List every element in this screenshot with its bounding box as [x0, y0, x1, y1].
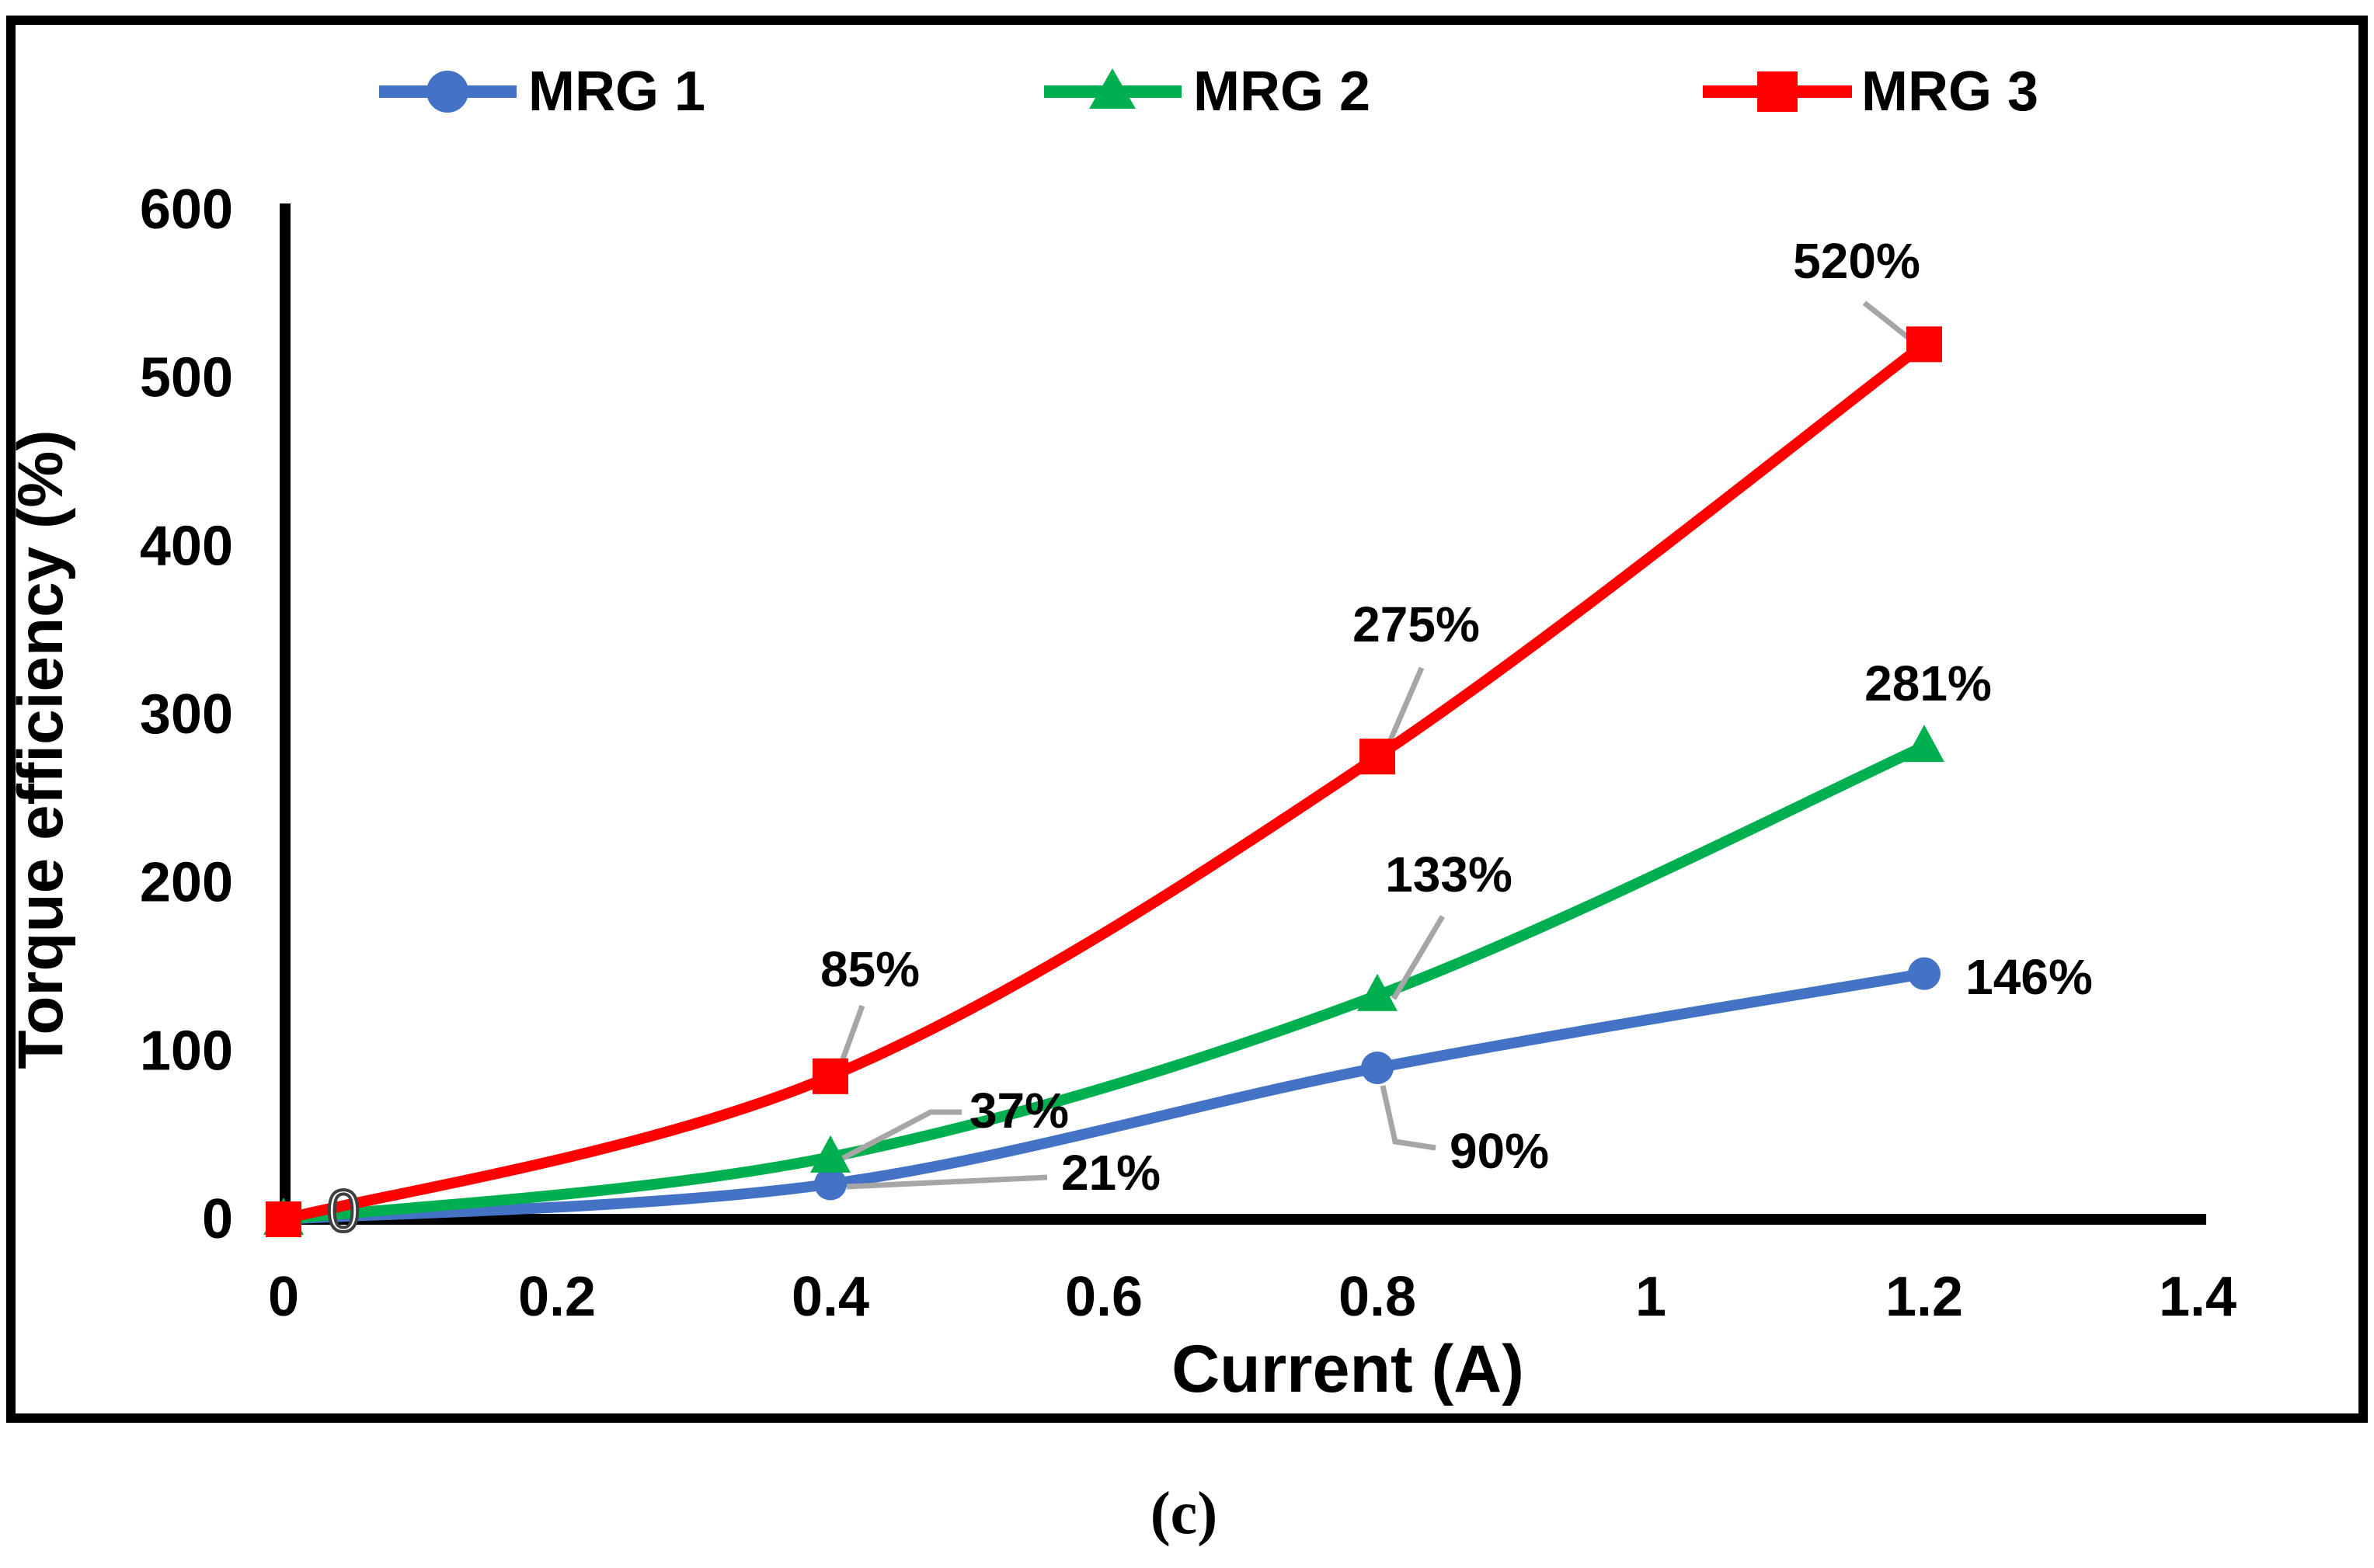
- leader-line: [1391, 915, 1446, 1000]
- data-point-marker-triangle: [1357, 973, 1398, 1011]
- legend-label-mrg1: MRG 1: [528, 61, 705, 123]
- data-point-marker-triangle: [1904, 725, 1944, 763]
- legend-triangle-marker-icon: [1089, 68, 1136, 109]
- series-curve-mrg2: [278, 741, 1930, 1225]
- y-tick-label: 0: [202, 1188, 233, 1250]
- data-point-markers: [263, 326, 1944, 1237]
- data-point-label: 281%: [1864, 655, 1992, 711]
- data-point-marker-circle: [1908, 957, 1941, 990]
- leader-line: [837, 1004, 865, 1067]
- legend: MRG 1 MRG 2 MRG 3: [379, 61, 2038, 123]
- y-tick-label: 500: [140, 347, 233, 409]
- data-point-marker-circle: [814, 1167, 847, 1201]
- data-point-marker-square: [813, 1058, 848, 1094]
- x-tick-label: 1.2: [1885, 1266, 1963, 1328]
- legend-item-mrg1: MRG 1: [379, 61, 705, 123]
- x-tick-label: 1.4: [2159, 1266, 2237, 1328]
- data-point-label: 520%: [1793, 233, 1920, 289]
- data-point-label: 85%: [820, 941, 920, 997]
- x-axis-tick-labels: 0 0.2 0.4 0.6 0.8 1 1.2 1.4: [268, 1266, 2237, 1328]
- figure-caption: (c): [1150, 1479, 1218, 1547]
- label-leader-lines: [837, 301, 1912, 1190]
- data-point-label: 21%: [1061, 1145, 1161, 1201]
- data-point-marker-triangle: [810, 1135, 851, 1173]
- legend-square-marker-icon: [1757, 71, 1798, 112]
- x-tick-label: 0.2: [518, 1266, 596, 1328]
- y-axis-title: Torque efficiency (%): [5, 429, 76, 1069]
- data-point-marker-square: [1359, 739, 1395, 775]
- data-point-label: 90%: [1450, 1123, 1549, 1179]
- data-point-labels: 21% 90% 146% 37% 133% 281% 0 85% 275% 520%: [325, 233, 2093, 1246]
- legend-item-mrg2: MRG 2: [1044, 61, 1370, 123]
- data-point-marker-circle: [1361, 1052, 1394, 1084]
- x-tick-label: 0.8: [1338, 1266, 1416, 1328]
- x-tick-label: 1: [1635, 1266, 1666, 1328]
- data-point-label: 275%: [1352, 596, 1480, 652]
- y-tick-label: 600: [140, 179, 233, 241]
- legend-label-mrg2: MRG 2: [1193, 61, 1370, 123]
- data-point-label: 133%: [1385, 847, 1512, 902]
- leader-line: [1380, 1085, 1436, 1151]
- legend-circle-marker-icon: [426, 71, 468, 113]
- legend-item-mrg3: MRG 3: [1703, 61, 2038, 123]
- data-point-label: 37%: [969, 1083, 1069, 1139]
- data-point-marker-square: [1906, 326, 1942, 363]
- x-tick-label: 0.4: [792, 1266, 869, 1328]
- leader-line: [846, 1174, 1048, 1190]
- series-curve-mrg1: [278, 968, 1930, 1225]
- y-tick-label: 200: [140, 852, 233, 914]
- data-point-label: 146%: [1965, 949, 2093, 1005]
- origin-zero-label: 0: [327, 1179, 360, 1245]
- leader-line: [1384, 666, 1425, 749]
- y-tick-label: 300: [140, 683, 233, 746]
- series-curves: [278, 339, 1930, 1225]
- x-axis-title: Current (A): [1171, 1332, 1524, 1406]
- leader-line: [837, 1109, 962, 1163]
- legend-label-mrg3: MRG 3: [1861, 61, 2038, 123]
- series-curve-mrg3: [278, 339, 1930, 1225]
- x-tick-label: 0: [268, 1266, 299, 1328]
- y-tick-label: 400: [140, 515, 233, 577]
- x-tick-label: 0.6: [1065, 1266, 1143, 1328]
- y-axis-tick-labels: 0 100 200 300 400 500 600: [140, 179, 233, 1250]
- data-point-marker-square: [266, 1201, 301, 1237]
- leader-line: [1862, 301, 1912, 341]
- chart-border: [6, 16, 2368, 1423]
- y-tick-label: 100: [140, 1020, 233, 1082]
